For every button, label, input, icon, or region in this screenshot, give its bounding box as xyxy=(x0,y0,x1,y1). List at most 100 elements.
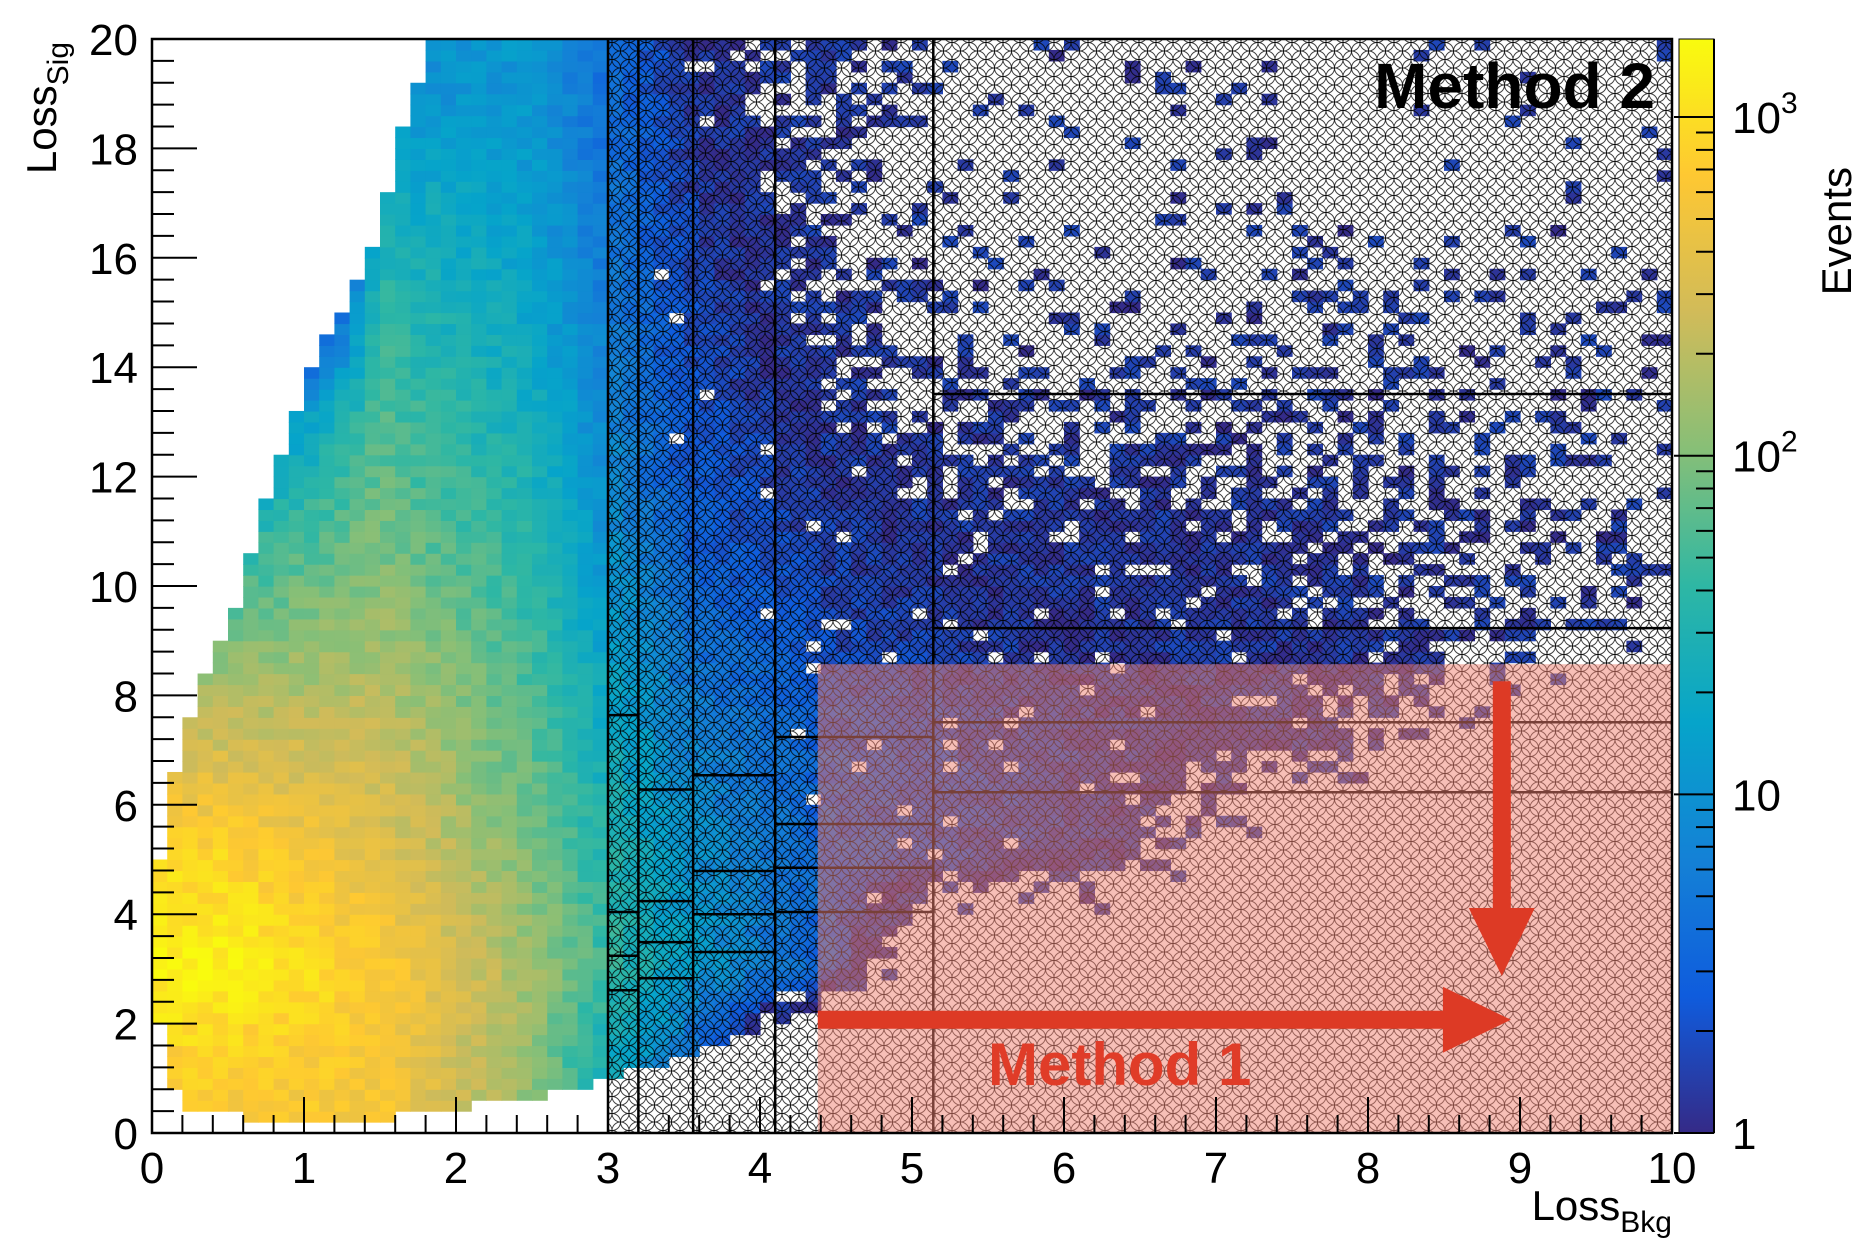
heatmap-bin xyxy=(395,1100,411,1112)
heatmap-bin xyxy=(319,1001,335,1014)
heatmap-bin xyxy=(228,761,244,773)
heatmap-bin xyxy=(440,1067,457,1079)
heatmap-bin xyxy=(501,815,518,828)
heatmap-bin xyxy=(258,1056,275,1068)
heatmap-bin xyxy=(364,826,381,839)
heatmap-bin xyxy=(547,837,563,850)
heatmap-bin xyxy=(577,596,594,609)
heatmap-bin xyxy=(349,903,366,915)
heatmap-bin xyxy=(243,695,259,707)
heatmap-bin xyxy=(288,1111,305,1123)
heatmap-bin xyxy=(364,1067,381,1079)
heatmap-bin xyxy=(547,246,563,259)
heatmap-bin xyxy=(486,1001,503,1014)
heatmap-bin xyxy=(364,947,381,959)
heatmap-bin xyxy=(562,586,579,598)
heatmap-bin xyxy=(577,378,594,390)
heatmap-bin xyxy=(212,1045,229,1058)
heatmap-bin xyxy=(288,706,305,718)
heatmap-bin xyxy=(380,673,396,686)
heatmap-bin xyxy=(516,1023,533,1036)
heatmap-bin xyxy=(532,1023,548,1036)
heatmap-bin xyxy=(410,564,427,576)
heatmap-bin xyxy=(182,717,199,729)
heatmap-bin xyxy=(288,520,305,532)
heatmap-bin xyxy=(532,586,548,598)
heatmap-bin xyxy=(547,104,563,117)
heatmap-bin xyxy=(243,815,259,828)
heatmap-bin xyxy=(273,454,290,467)
heatmap-bin xyxy=(212,1067,229,1079)
heatmap-bin xyxy=(501,498,518,511)
heatmap-bin xyxy=(562,979,579,992)
heatmap-bin xyxy=(532,804,548,817)
heatmap-bin xyxy=(334,947,351,959)
heatmap-bin xyxy=(288,1100,305,1112)
heatmap-bin xyxy=(273,761,290,773)
heatmap-bin xyxy=(395,542,411,554)
heatmap-bin xyxy=(532,936,548,948)
heatmap-bin xyxy=(501,728,518,740)
heatmap-bin xyxy=(364,706,381,718)
heatmap-bin xyxy=(395,914,411,926)
heatmap-bin xyxy=(425,826,442,839)
heatmap-bin xyxy=(395,782,411,795)
heatmap-bin xyxy=(592,607,609,620)
heatmap-bin xyxy=(486,1056,503,1068)
heatmap-bin xyxy=(456,979,472,992)
heatmap-bin xyxy=(243,575,259,587)
heatmap-bin xyxy=(501,476,518,489)
heatmap-bin xyxy=(228,673,244,686)
heatmap-bin xyxy=(258,695,275,707)
heatmap-bin xyxy=(182,870,199,882)
heatmap-bin xyxy=(364,607,381,620)
heatmap-bin xyxy=(532,990,548,1003)
heatmap-bin xyxy=(410,443,427,456)
heatmap-bin xyxy=(532,301,548,314)
heatmap-bin xyxy=(273,706,290,718)
heatmap-bin xyxy=(319,498,335,511)
heatmap-bin xyxy=(547,224,563,237)
heatmap-bin xyxy=(577,1067,594,1079)
heatmap-bin xyxy=(516,761,533,773)
heatmap-bin xyxy=(319,640,335,653)
heatmap-bin xyxy=(547,586,563,598)
heatmap-bin xyxy=(334,848,351,861)
heatmap-bin xyxy=(486,837,503,850)
heatmap-bin xyxy=(395,137,411,149)
heatmap-bin xyxy=(334,629,351,642)
heatmap-bin xyxy=(182,782,199,795)
heatmap-bin xyxy=(380,804,396,817)
heatmap-bin xyxy=(258,673,275,686)
heatmap-bin xyxy=(577,1034,594,1047)
heatmap-bin xyxy=(471,1012,487,1025)
heatmap-bin xyxy=(212,936,229,948)
heatmap-bin xyxy=(592,323,609,335)
heatmap-bin xyxy=(395,837,411,850)
heatmap-bin xyxy=(380,761,396,773)
heatmap-bin xyxy=(288,542,305,554)
heatmap-bin xyxy=(273,804,290,817)
heatmap-bin xyxy=(228,826,244,839)
heatmap-bin xyxy=(349,1045,366,1058)
heatmap-bin xyxy=(486,432,503,445)
heatmap-bin xyxy=(471,586,487,598)
heatmap-bin xyxy=(577,235,594,248)
heatmap-bin xyxy=(516,509,533,521)
heatmap-bin xyxy=(440,246,457,259)
heatmap-bin xyxy=(319,1089,335,1101)
heatmap-bin xyxy=(501,706,518,718)
heatmap-bin xyxy=(440,39,457,51)
heatmap-bin xyxy=(471,640,487,653)
heatmap-bin xyxy=(319,367,335,379)
heatmap-bin xyxy=(486,115,503,128)
heatmap-bin xyxy=(212,859,229,872)
heatmap-bin xyxy=(532,618,548,631)
heatmap-bin xyxy=(501,750,518,762)
heatmap-bin xyxy=(364,1111,381,1123)
heatmap-bin xyxy=(410,979,427,992)
heatmap-bin xyxy=(532,892,548,904)
heatmap-bin xyxy=(349,564,366,576)
heatmap-bin xyxy=(380,279,396,292)
heatmap-bin xyxy=(425,859,442,872)
